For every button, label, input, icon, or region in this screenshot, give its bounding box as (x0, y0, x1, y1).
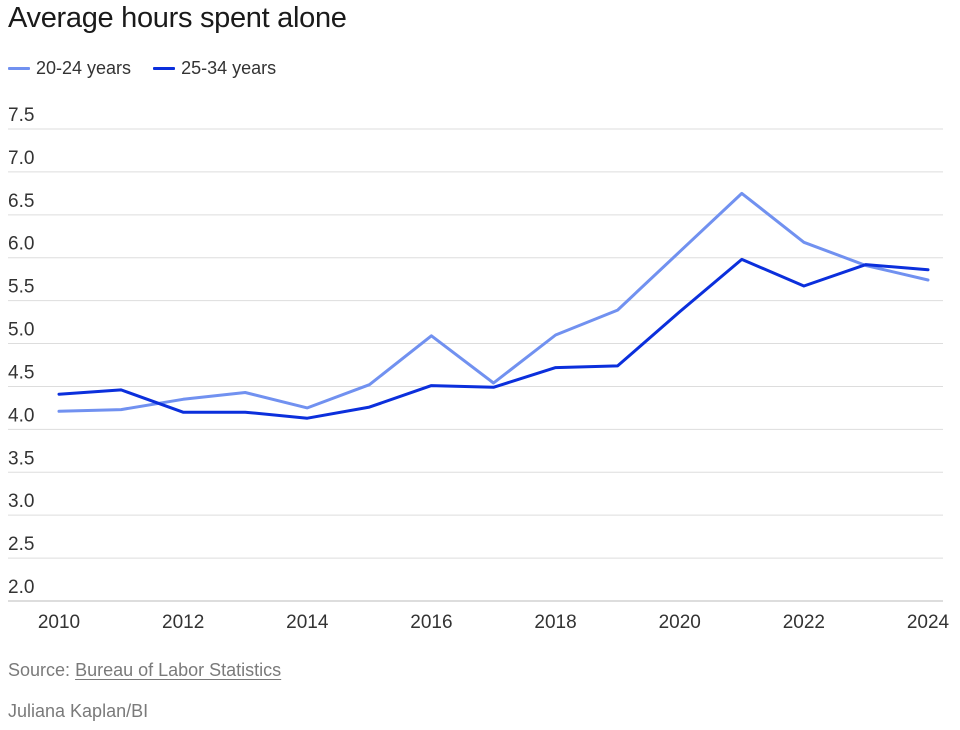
y-tick-label: 2.0 (8, 577, 34, 598)
source-note: Source: Bureau of Labor Statistics (8, 660, 281, 681)
x-tick-label: 2016 (410, 612, 452, 633)
y-tick-label: 5.5 (8, 277, 34, 298)
y-tick-label: 2.5 (8, 534, 34, 555)
chart-title: Average hours spent alone (8, 2, 347, 34)
legend-item-series-1: 20-24 years (8, 58, 131, 79)
y-tick-label: 3.0 (8, 491, 34, 512)
gridlines (8, 128, 943, 602)
series-lines (57, 191, 930, 420)
x-tick-label: 2024 (907, 612, 950, 633)
x-tick-label: 2010 (38, 612, 80, 633)
credit-line: Juliana Kaplan/BI (8, 701, 149, 721)
source-prefix: Source: (8, 660, 71, 680)
x-tick-label: 2012 (162, 612, 204, 633)
x-axis-ticks: 2010 2012 2014 2016 2018 2020 2022 2024 (38, 612, 950, 633)
legend: 20-24 years 25-34 years (8, 58, 298, 79)
y-tick-label: 4.0 (8, 405, 34, 426)
y-tick-label: 5.0 (8, 320, 34, 341)
legend-swatch-series-1 (8, 67, 30, 70)
x-tick-label: 2014 (286, 612, 329, 633)
y-tick-label: 7.5 (8, 105, 34, 126)
y-tick-label: 6.5 (8, 191, 34, 212)
y-tick-label: 3.5 (8, 448, 34, 469)
legend-label-series-2: 25-34 years (181, 58, 277, 78)
series-line-2 (57, 257, 930, 420)
legend-item-series-2: 25-34 years (153, 58, 276, 79)
legend-swatch-series-2 (153, 67, 176, 70)
source-link[interactable]: Bureau of Labor Statistics (75, 660, 282, 680)
x-tick-label: 2018 (534, 612, 576, 633)
y-tick-label: 7.0 (8, 148, 34, 169)
x-tick-label: 2020 (659, 612, 701, 633)
y-axis-ticks: 2.0 2.5 3.0 3.5 4.0 4.5 5.0 5.5 6.0 6.5 7.0 7.5 (8, 105, 34, 598)
series-line-1 (57, 191, 930, 413)
legend-label-series-1: 20-24 years (36, 58, 132, 78)
x-tick-label: 2022 (783, 612, 825, 633)
y-tick-label: 4.5 (8, 362, 34, 383)
y-tick-label: 6.0 (8, 234, 34, 255)
